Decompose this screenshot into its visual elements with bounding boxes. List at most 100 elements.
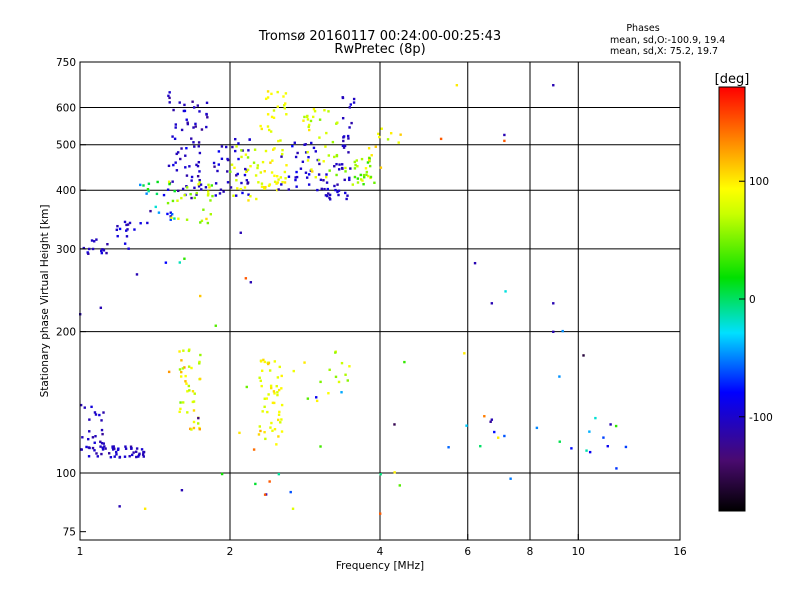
data-point xyxy=(353,175,357,179)
data-point xyxy=(87,455,91,458)
chart-subtitle: RwPretec (8p) xyxy=(334,42,425,57)
data-point xyxy=(272,390,276,393)
data-point xyxy=(327,192,330,195)
data-point xyxy=(86,251,89,254)
data-point xyxy=(365,173,368,177)
data-point xyxy=(260,384,263,388)
data-point xyxy=(552,84,555,87)
data-point xyxy=(305,176,309,179)
data-point xyxy=(208,186,211,189)
data-point xyxy=(195,163,198,167)
data-points xyxy=(79,84,628,515)
data-point xyxy=(315,399,319,403)
data-point xyxy=(100,419,103,422)
data-point xyxy=(552,302,555,305)
data-point xyxy=(188,165,191,168)
data-point xyxy=(99,445,102,448)
data-point xyxy=(249,281,253,284)
data-point xyxy=(341,144,345,147)
data-point xyxy=(178,368,182,371)
data-point xyxy=(317,158,321,162)
data-point xyxy=(205,113,208,116)
data-point xyxy=(279,139,282,142)
data-point xyxy=(141,453,145,456)
data-point xyxy=(509,477,512,480)
data-point xyxy=(180,489,184,492)
data-point xyxy=(259,124,262,128)
data-point xyxy=(260,185,264,188)
data-point xyxy=(147,189,150,193)
data-point xyxy=(167,370,171,374)
data-point xyxy=(354,163,357,167)
data-point xyxy=(194,122,197,126)
data-point xyxy=(255,197,258,201)
data-point xyxy=(275,174,279,178)
data-point xyxy=(184,380,187,383)
colorbar-tick-label: 100 xyxy=(749,176,769,188)
data-point xyxy=(273,174,276,178)
data-point xyxy=(277,139,280,143)
data-point xyxy=(301,160,305,163)
data-point xyxy=(111,446,114,449)
data-point xyxy=(368,157,371,160)
data-point xyxy=(306,118,310,121)
data-point xyxy=(335,162,338,166)
data-point xyxy=(115,228,118,232)
data-point xyxy=(129,445,133,448)
data-point xyxy=(205,125,208,129)
data-point xyxy=(393,423,396,426)
data-point xyxy=(198,170,201,173)
data-point xyxy=(180,147,183,150)
data-point xyxy=(367,147,371,150)
data-point xyxy=(314,150,317,153)
data-point xyxy=(368,158,371,162)
data-point xyxy=(190,175,194,179)
data-point xyxy=(267,184,271,187)
data-point xyxy=(379,512,382,515)
data-point xyxy=(222,190,225,193)
data-point xyxy=(310,141,313,145)
data-point xyxy=(171,199,175,203)
data-point xyxy=(193,145,196,148)
data-point xyxy=(183,103,186,107)
data-point xyxy=(247,199,250,202)
data-point xyxy=(189,192,192,196)
data-point xyxy=(100,428,104,432)
data-point xyxy=(190,428,193,431)
data-point xyxy=(179,407,182,411)
data-point xyxy=(135,447,139,450)
data-point xyxy=(245,179,249,182)
data-point xyxy=(362,173,366,177)
data-point xyxy=(171,135,174,138)
data-point xyxy=(582,354,585,357)
data-point xyxy=(192,420,196,424)
data-point xyxy=(614,424,618,428)
data-point xyxy=(374,145,377,148)
data-point xyxy=(270,421,273,425)
data-point xyxy=(87,437,90,441)
data-point xyxy=(181,367,185,370)
data-point xyxy=(270,115,274,119)
data-point xyxy=(273,147,276,150)
data-point xyxy=(295,170,298,174)
data-point xyxy=(277,178,280,181)
y-tick-label: 75 xyxy=(63,527,76,539)
data-point xyxy=(327,110,330,113)
data-point xyxy=(93,411,97,414)
data-point xyxy=(196,104,200,107)
data-point xyxy=(139,222,142,225)
data-point xyxy=(291,144,294,148)
data-point xyxy=(234,149,237,153)
data-point xyxy=(186,390,189,393)
data-point xyxy=(326,194,329,198)
data-point xyxy=(281,180,284,184)
data-point xyxy=(174,126,177,129)
data-point xyxy=(276,393,279,397)
data-point xyxy=(94,413,98,416)
stats-line-x: mean, sd,X: 75.2, 19.7 xyxy=(610,46,718,57)
data-point xyxy=(209,199,212,202)
data-point xyxy=(256,166,259,170)
data-point xyxy=(190,179,193,182)
data-point xyxy=(399,133,402,136)
data-point xyxy=(192,141,195,144)
